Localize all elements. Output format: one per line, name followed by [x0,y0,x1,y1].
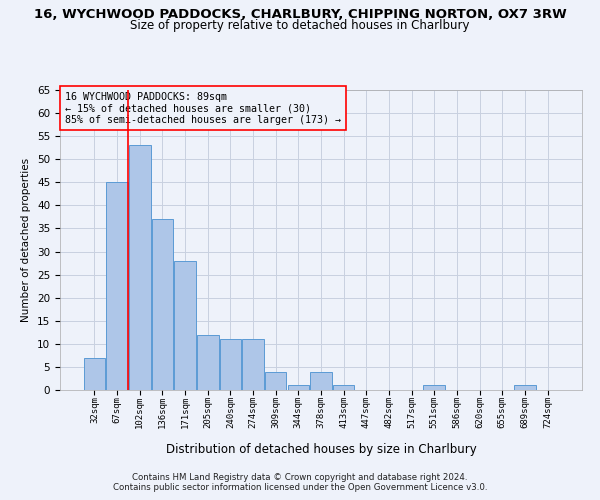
Bar [152,219,173,390]
Text: Contains HM Land Registry data © Crown copyright and database right 2024.: Contains HM Land Registry data © Crown c… [132,472,468,482]
Bar [265,372,286,390]
Bar [129,146,151,390]
Text: Distribution of detached houses by size in Charlbury: Distribution of detached houses by size … [166,442,476,456]
Bar [514,386,536,390]
Bar [424,386,445,390]
Bar [310,372,332,390]
Bar [220,339,241,390]
Y-axis label: Number of detached properties: Number of detached properties [22,158,31,322]
Text: Size of property relative to detached houses in Charlbury: Size of property relative to detached ho… [130,19,470,32]
Bar [175,261,196,390]
Bar [197,334,218,390]
Text: 16 WYCHWOOD PADDOCKS: 89sqm
← 15% of detached houses are smaller (30)
85% of sem: 16 WYCHWOOD PADDOCKS: 89sqm ← 15% of det… [65,92,341,124]
Bar [287,386,309,390]
Text: Contains public sector information licensed under the Open Government Licence v3: Contains public sector information licen… [113,482,487,492]
Bar [106,182,128,390]
Bar [84,358,105,390]
Text: 16, WYCHWOOD PADDOCKS, CHARLBURY, CHIPPING NORTON, OX7 3RW: 16, WYCHWOOD PADDOCKS, CHARLBURY, CHIPPI… [34,8,566,20]
Bar [333,386,355,390]
Bar [242,339,264,390]
